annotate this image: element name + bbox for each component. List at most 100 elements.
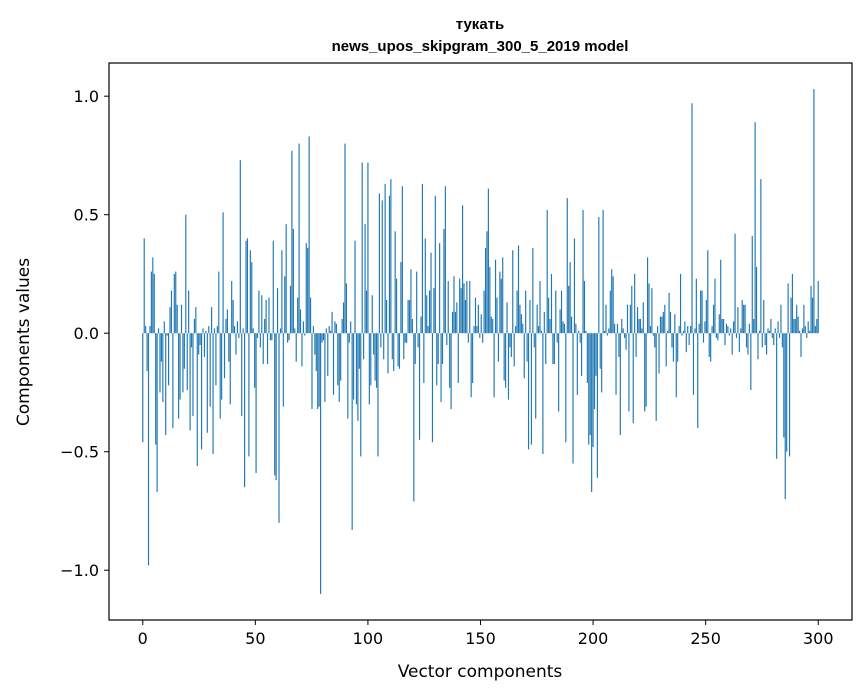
bar-component-32 [188,290,190,334]
bar-component-14 [162,333,164,402]
bar-component-323 [605,304,607,334]
bar-component-97 [281,250,283,334]
bar-component-198 [426,295,428,334]
bar-component-76 [251,262,253,334]
bar-component-410 [730,328,732,334]
bar-component-204 [434,195,436,334]
bar-component-274 [535,333,537,419]
bar-component-134 [334,321,336,334]
bar-component-178 [397,333,399,367]
bar-component-45 [206,333,208,433]
bar-component-445 [780,304,782,334]
bar-component-461 [803,304,805,334]
bar-component-170 [385,300,388,334]
bar-component-82 [259,333,261,348]
bar-component-357 [654,333,656,348]
bar-component-286 [552,333,554,365]
bar-component-317 [596,333,598,478]
bar-component-215 [450,333,452,410]
bar-component-330 [615,333,617,395]
bar-component-421 [745,333,748,348]
bar-component-248 [497,333,499,362]
bar-component-432 [761,333,763,348]
bar-component-464 [807,321,809,334]
bar-component-301 [573,238,576,334]
bar-component-334 [621,318,623,334]
bar-component-122 [317,333,319,410]
bar-component-265 [522,323,524,334]
bar-component-237 [482,333,484,343]
bar-component-245 [493,333,495,398]
bar-component-377 [682,330,684,334]
bar-component-308 [583,281,586,334]
bar-component-358 [655,333,657,421]
bar-component-321 [602,209,604,334]
bar-component-413 [734,233,736,334]
bar-component-65 [235,333,237,355]
bar-component-103 [289,285,292,334]
bar-component-234 [477,304,479,334]
bar-component-391 [702,333,705,343]
y-tick-label: −0.5 [60,443,99,462]
bar-component-94 [277,288,279,334]
bar-component-340 [629,304,631,334]
bar-component-191 [416,271,418,334]
bar-component-371 [674,314,676,334]
bar-component-140 [342,302,345,334]
bar-component-266 [523,333,525,379]
bar-component-61 [229,333,231,405]
bars-group [142,89,819,594]
bar-component-420 [744,304,746,334]
bar-component-471 [817,281,819,334]
bar-component-96 [279,328,282,334]
bar-component-114 [305,243,307,334]
bar-component-466 [810,285,812,334]
bar-component-81 [258,290,260,334]
bar-component-380 [687,326,689,334]
bar-component-8 [153,273,155,334]
bar-component-150 [357,333,359,421]
bar-component-359 [657,326,659,334]
bar-component-315 [593,333,596,410]
bar-component-162 [374,333,376,381]
bar-component-444 [778,333,781,338]
bar-component-31 [186,333,188,391]
bar-component-290 [558,333,560,412]
bar-component-34 [190,333,193,348]
bar-component-127 [324,333,326,402]
x-axis-ticks: 0 50 100 150 200 250 300 [138,620,834,648]
bar-component-92 [274,333,276,476]
bar-component-375 [679,273,682,334]
bar-component-50 [213,328,216,334]
bar-component-130 [328,326,330,334]
bar-component-431 [760,179,762,334]
bar-component-62 [231,281,233,334]
bar-component-430 [758,330,761,334]
bar-component-312 [589,333,591,436]
bar-component-361 [659,316,662,334]
bar-component-166 [380,333,382,348]
bar-component-263 [519,304,521,334]
bar-component-70 [242,328,244,334]
bar-component-207 [439,243,441,334]
bar-component-374 [678,326,680,334]
bar-component-272 [532,247,534,334]
bar-component-173 [390,179,392,334]
bar-component-293 [562,321,564,334]
bar-component-220 [457,333,459,383]
bar-component-238 [483,290,485,334]
bar-component-349 [642,302,644,334]
bar-component-24 [176,304,178,334]
bar-component-306 [581,333,583,376]
bar-component-13 [160,333,162,362]
bar-component-335 [622,328,624,334]
bar-component-386 [695,278,697,334]
bar-component-440 [773,333,775,346]
bar-component-276 [538,326,540,334]
bar-component-401 [717,333,719,341]
bar-component-411 [731,333,733,355]
bar-component-400 [715,333,717,338]
bar-component-57 [223,333,226,379]
bar-component-446 [781,333,783,348]
